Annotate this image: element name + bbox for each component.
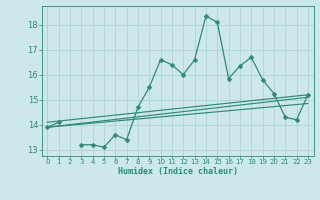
X-axis label: Humidex (Indice chaleur): Humidex (Indice chaleur) [118, 167, 237, 176]
